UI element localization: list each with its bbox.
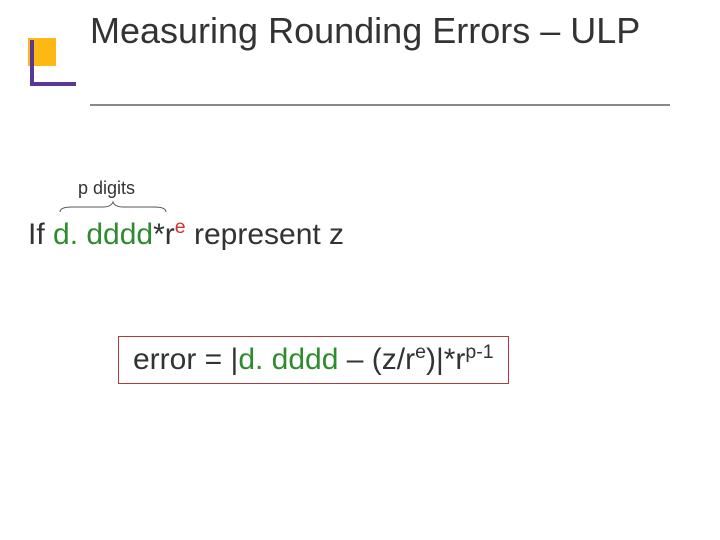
- error-mid2: )|*r: [426, 343, 465, 376]
- decorative-corner: [30, 40, 70, 80]
- error-mid1: – (z/r: [338, 343, 415, 376]
- d-pattern: d. dddd: [53, 218, 153, 251]
- if-prefix: If: [28, 218, 53, 251]
- error-d-pattern: d. dddd: [238, 343, 338, 376]
- if-expression: If d. dddd*re represent z: [28, 216, 344, 252]
- error-formula-box: error = |d. dddd – (z/re)|*rp-1: [118, 336, 509, 384]
- error-exp-p1: p-1: [465, 341, 493, 363]
- error-exp-e: e: [415, 341, 426, 363]
- represent-z: represent z: [186, 218, 344, 251]
- error-prefix: error = |: [133, 343, 238, 376]
- slide-title: Measuring Rounding Errors – ULP: [90, 10, 680, 51]
- curly-brace-icon: [58, 200, 168, 214]
- brace-label: p digits: [78, 178, 135, 199]
- title-underline: [90, 104, 670, 106]
- star-r-text: *r: [153, 218, 175, 251]
- exponent-e: e: [175, 216, 186, 238]
